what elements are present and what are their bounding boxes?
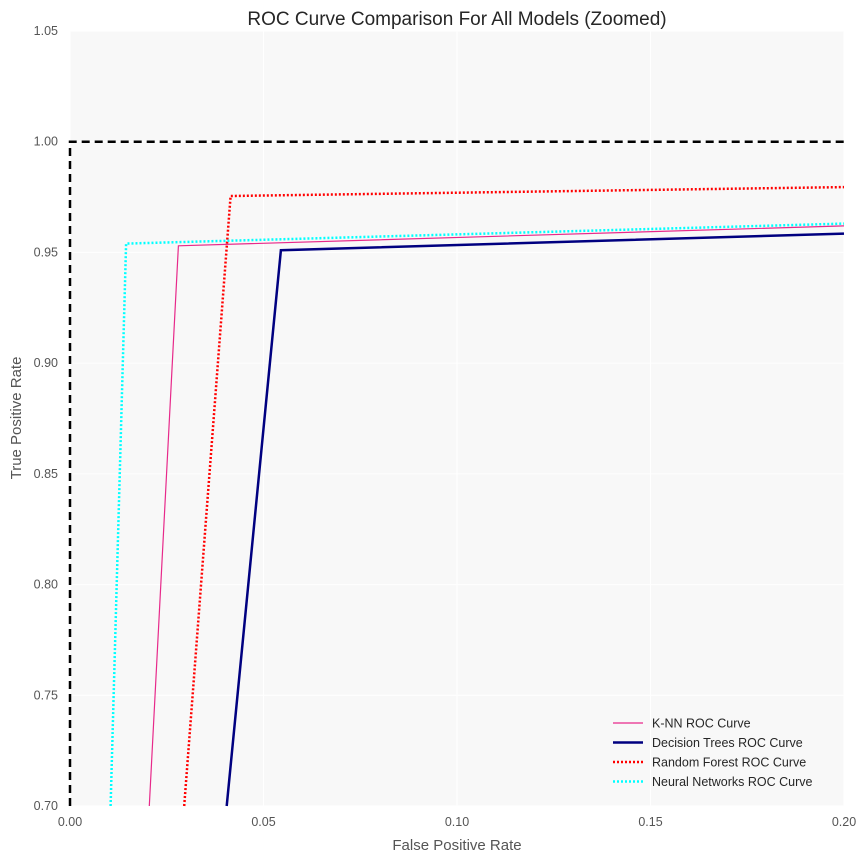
- y-ticks: 0.70 0.75 0.80 0.85 0.90 0.95 1.00 1.05: [34, 24, 58, 813]
- y-tick-label: 1.00: [34, 135, 58, 149]
- x-tick-label: 0.20: [832, 815, 856, 829]
- x-tick-label: 0.10: [445, 815, 469, 829]
- chart-title: ROC Curve Comparison For All Models (Zoo…: [247, 9, 666, 30]
- legend-label: Decision Trees ROC Curve: [652, 736, 803, 750]
- x-tick-label: 0.15: [638, 815, 662, 829]
- y-tick-label: 0.95: [34, 245, 58, 259]
- x-ticks: 0.00 0.05 0.10 0.15 0.20: [58, 815, 856, 829]
- y-axis-label: True Positive Rate: [8, 357, 25, 480]
- reference-line: [68, 140, 844, 806]
- y-tick-label: 0.75: [34, 688, 58, 702]
- legend-label: K-NN ROC Curve: [652, 717, 751, 731]
- y-tick-label: 0.90: [34, 356, 58, 370]
- x-tick-label: 0.00: [58, 815, 82, 829]
- y-tick-label: 0.70: [34, 799, 58, 813]
- legend-label: Random Forest ROC Curve: [652, 756, 806, 770]
- y-tick-label: 0.80: [34, 578, 58, 592]
- series-line: [148, 225, 845, 807]
- series-line: [182, 185, 845, 807]
- legend-label: Neural Networks ROC Curve: [652, 775, 813, 789]
- x-tick-label: 0.05: [251, 815, 275, 829]
- y-tick-label: 0.85: [34, 467, 58, 481]
- x-axis-label: False Positive Rate: [392, 837, 521, 854]
- y-tick-label: 1.05: [34, 24, 58, 38]
- curves: [68, 140, 845, 807]
- series-line: [225, 232, 845, 807]
- legend: K-NN ROC Curve Decision Trees ROC Curve Ra…: [613, 717, 813, 789]
- series-line: [109, 222, 845, 807]
